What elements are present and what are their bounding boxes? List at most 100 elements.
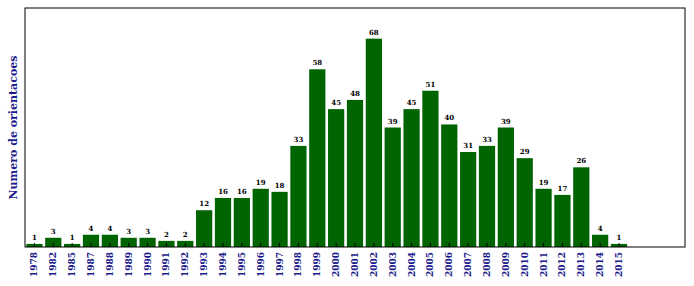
x-tick-label: 1987	[86, 252, 96, 277]
x-tick	[34, 243, 35, 247]
x-tick	[298, 243, 299, 247]
bar	[347, 100, 363, 247]
data-label: 33	[294, 135, 304, 144]
x-tick-label: 1995	[237, 252, 247, 277]
x-tick	[223, 243, 224, 247]
data-label: 1	[617, 233, 622, 242]
x-tick-label: 2005	[425, 252, 435, 277]
bar	[290, 146, 306, 247]
x-tick-label: 1985	[67, 252, 77, 277]
x-tick-label: 2012	[557, 252, 567, 277]
bar	[328, 109, 344, 247]
x-tick	[543, 243, 544, 247]
x-tick-label: 2008	[482, 252, 492, 277]
data-label: 29	[520, 147, 530, 156]
x-tick	[600, 243, 601, 247]
data-label: 40	[444, 113, 454, 122]
x-tick	[336, 243, 337, 247]
x-tick-label: 1996	[256, 252, 266, 277]
x-tick-label: 2014	[595, 252, 605, 277]
data-label: 26	[576, 156, 586, 165]
bar	[573, 167, 589, 247]
x-tick-label: 1997	[275, 252, 285, 277]
x-tick-label: 2000	[331, 252, 341, 277]
bar	[441, 124, 457, 247]
plot-frame	[25, 8, 685, 247]
x-tick	[562, 243, 563, 247]
x-tick	[147, 243, 148, 247]
x-tick-label: 2010	[520, 252, 530, 277]
data-label: 19	[539, 178, 549, 187]
bar	[271, 192, 287, 247]
x-tick	[185, 243, 186, 247]
bar	[366, 39, 382, 247]
bar	[554, 195, 570, 247]
x-tick	[468, 243, 469, 247]
bar	[215, 198, 231, 247]
x-tick	[449, 243, 450, 247]
x-tick-label: 2006	[444, 252, 454, 277]
data-label: 1	[32, 233, 37, 242]
x-tick-label: 2011	[539, 252, 549, 277]
data-label: 51	[426, 80, 436, 89]
bar	[253, 189, 269, 247]
x-tick-label: 1988	[105, 252, 115, 277]
chart-container: 1314433221216161918335845486839455140313…	[0, 0, 694, 286]
bar	[422, 91, 438, 247]
data-label: 48	[350, 89, 360, 98]
data-label: 31	[463, 141, 473, 150]
bar	[102, 235, 118, 247]
x-tick	[317, 243, 318, 247]
bar	[177, 241, 193, 247]
x-tick	[411, 243, 412, 247]
bar	[479, 146, 495, 247]
x-tick-label: 1992	[180, 252, 190, 277]
x-tick-label: 1994	[218, 252, 228, 277]
x-tick-label: 1989	[124, 252, 134, 277]
data-label: 39	[501, 117, 511, 126]
x-tick-label: 2004	[407, 252, 417, 277]
y-axis-label: Numero de orientacoes	[7, 56, 20, 200]
bar	[403, 109, 419, 247]
x-tick-label: 1978	[29, 252, 39, 277]
x-tick-label: 2003	[388, 252, 398, 277]
bar	[517, 158, 533, 247]
data-label: 39	[388, 117, 398, 126]
x-tick	[72, 243, 73, 247]
x-tick	[109, 243, 110, 247]
data-label: 19	[256, 178, 266, 187]
x-tick	[355, 243, 356, 247]
x-tick-label: 2001	[350, 252, 360, 277]
bars	[26, 39, 627, 247]
data-label: 1	[70, 233, 75, 242]
x-tick	[505, 243, 506, 247]
bar	[460, 152, 476, 247]
x-tick-label: 2015	[614, 252, 624, 277]
x-tick	[241, 243, 242, 247]
bar	[121, 238, 137, 247]
x-tick	[91, 243, 92, 247]
data-label: 4	[107, 224, 112, 233]
x-tick	[524, 243, 525, 247]
x-tick	[392, 243, 393, 247]
bar	[385, 128, 401, 248]
x-tick-label: 1999	[312, 252, 322, 277]
bar	[309, 69, 325, 247]
x-tick	[619, 243, 620, 247]
data-label: 58	[312, 58, 322, 67]
x-tick-label: 2007	[463, 252, 473, 277]
bar	[592, 235, 608, 247]
data-label: 3	[126, 227, 131, 236]
data-label: 45	[407, 98, 417, 107]
data-label: 18	[275, 181, 285, 190]
x-tick-label: 1982	[48, 252, 58, 277]
x-tick	[373, 243, 374, 247]
x-tick	[204, 243, 205, 247]
data-label: 3	[51, 227, 56, 236]
data-label: 2	[183, 230, 188, 239]
x-tick	[166, 243, 167, 247]
bar	[234, 198, 250, 247]
x-tick	[279, 243, 280, 247]
x-tick	[430, 243, 431, 247]
x-tick-label: 2009	[501, 252, 511, 277]
